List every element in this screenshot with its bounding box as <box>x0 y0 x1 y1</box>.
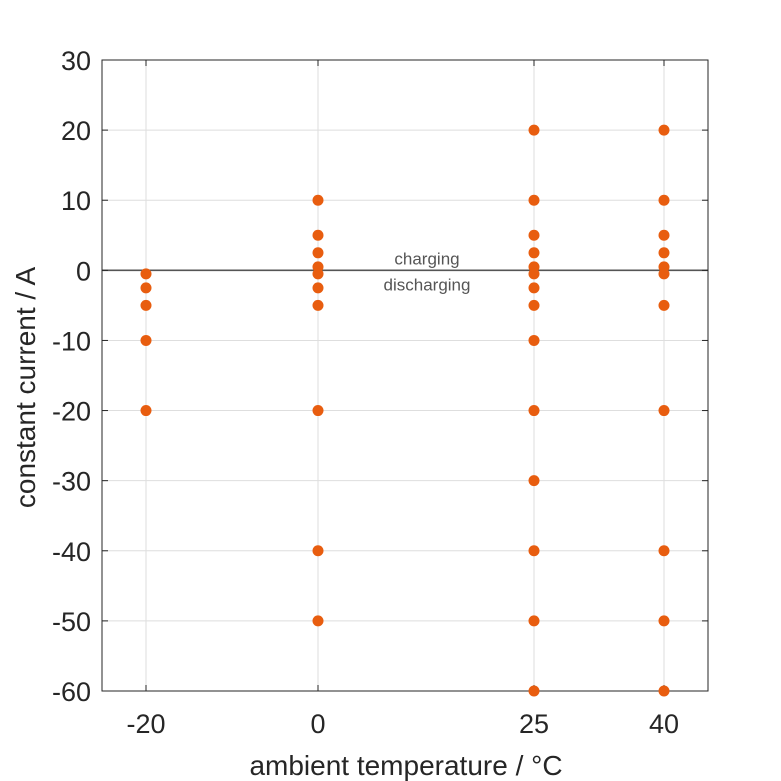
y-tick-label: -10 <box>52 326 91 356</box>
x-axis-ticks: -20 0 25 40 <box>126 60 679 739</box>
data-point <box>528 545 540 557</box>
data-point <box>658 545 670 557</box>
data-point <box>140 299 152 311</box>
data-point <box>312 545 324 557</box>
plot-frame <box>101 59 709 692</box>
y-tick-label: -30 <box>52 467 91 497</box>
annotation-charging: charging <box>394 249 459 268</box>
data-point <box>658 268 670 280</box>
annotation-discharging: discharging <box>384 275 471 294</box>
data-point <box>312 268 324 280</box>
data-point <box>528 268 540 280</box>
data-point <box>312 194 324 206</box>
data-point <box>140 268 152 280</box>
y-axis-ticks: -60 -50 -40 -30 -20 -10 0 10 20 30 <box>52 46 708 707</box>
data-point <box>528 475 540 487</box>
x-tick-label: 0 <box>310 709 325 739</box>
data-point <box>312 247 324 259</box>
data-point <box>312 615 324 627</box>
data-point <box>140 282 152 294</box>
data-point <box>528 247 540 259</box>
x-tick-label: -20 <box>126 709 165 739</box>
data-point <box>312 299 324 311</box>
data-point <box>528 615 540 627</box>
x-tick-label: 25 <box>519 709 549 739</box>
data-point <box>658 299 670 311</box>
y-tick-label: 10 <box>61 186 91 216</box>
y-axis-label: constant current / A <box>10 267 41 509</box>
data-point <box>528 282 540 294</box>
data-point <box>528 229 540 241</box>
data-points <box>140 124 670 697</box>
data-point <box>312 229 324 241</box>
x-axis-label: ambient temperature / °C <box>249 750 562 781</box>
data-point <box>528 194 540 206</box>
data-point <box>312 282 324 294</box>
y-tick-label: 30 <box>61 46 91 76</box>
data-point <box>658 685 670 697</box>
y-tick-label: -60 <box>52 677 91 707</box>
data-point <box>658 615 670 627</box>
data-point <box>312 405 324 417</box>
data-point <box>528 405 540 417</box>
data-point <box>140 334 152 346</box>
data-point <box>140 405 152 417</box>
data-point <box>528 124 540 136</box>
data-point <box>658 194 670 206</box>
data-point <box>658 247 670 259</box>
y-tick-label: -40 <box>52 537 91 567</box>
data-point <box>658 229 670 241</box>
data-point <box>658 124 670 136</box>
data-point <box>528 299 540 311</box>
data-point <box>528 685 540 697</box>
grid <box>102 59 708 692</box>
data-point <box>658 405 670 417</box>
y-tick-label: 20 <box>61 116 91 146</box>
y-tick-label: 0 <box>76 256 91 286</box>
x-tick-label: 40 <box>649 709 679 739</box>
y-tick-label: -50 <box>52 607 91 637</box>
y-tick-label: -20 <box>52 397 91 427</box>
data-point <box>528 334 540 346</box>
